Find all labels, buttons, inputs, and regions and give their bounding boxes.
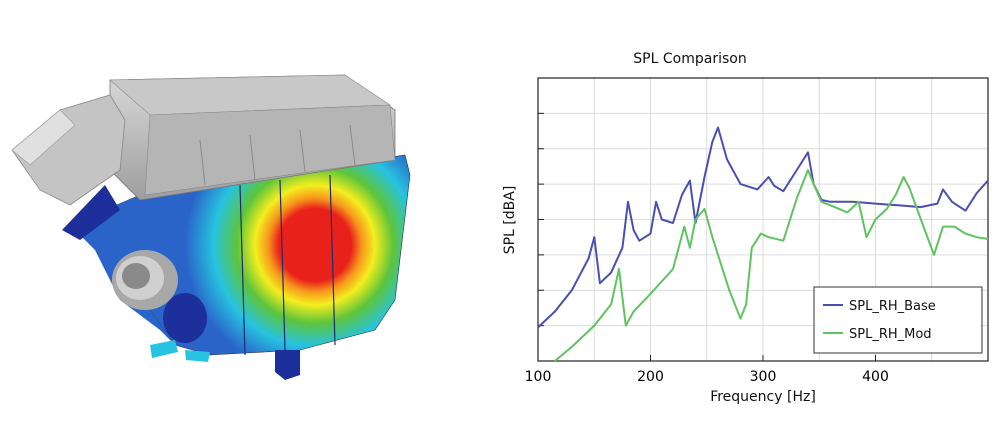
series-line-base <box>537 126 989 329</box>
x-tick-label: 300 <box>750 369 777 385</box>
spl-chart: SPL Comparison 100 200 300 400 Frequency [H… <box>502 51 989 405</box>
y-ticks <box>538 112 544 327</box>
legend-box <box>813 286 983 354</box>
housing-dark-flap <box>62 185 120 240</box>
x-axis-label: Frequency [Hz] <box>710 389 816 405</box>
drain-pipe <box>150 340 178 358</box>
series-lines <box>537 126 989 362</box>
fea-contour-image <box>11 74 411 380</box>
x-tick-label: 400 <box>862 369 889 385</box>
legend: SPL_RH_Base SPL_RH_Mod <box>813 286 983 354</box>
legend-label-base: SPL_RH_Base <box>849 299 936 314</box>
y-axis-label: SPL [dBA] <box>502 186 518 255</box>
legend-label-mod: SPL_RH_Mod <box>849 327 932 342</box>
x-tick-label: 100 <box>525 369 552 385</box>
bottom-mount <box>275 350 300 380</box>
intake-duct <box>11 94 126 206</box>
x-ticks: 100 200 300 400 <box>525 355 889 385</box>
series-line-mod <box>554 169 989 362</box>
chart-title: SPL Comparison <box>633 51 746 67</box>
x-tick-label: 200 <box>637 369 664 385</box>
